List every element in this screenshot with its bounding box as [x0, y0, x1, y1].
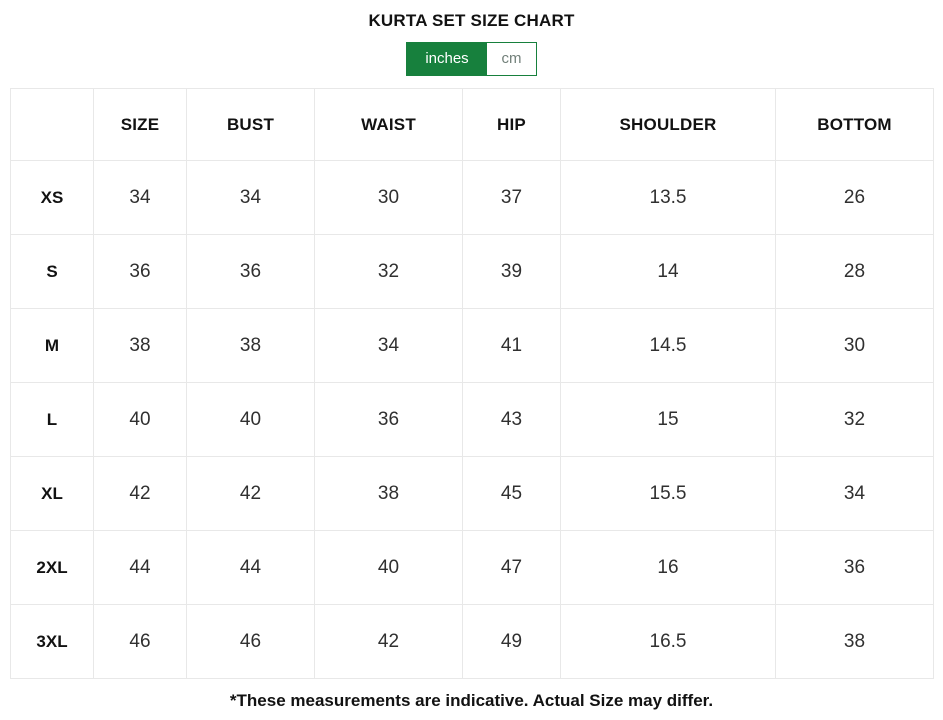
col-header-waist: WAIST [314, 88, 463, 161]
unit-inches-button[interactable]: inches [407, 43, 487, 75]
unit-toggle-wrapper: inches cm [0, 42, 943, 76]
size-label: 3XL [10, 604, 94, 679]
cell-bust: 38 [186, 308, 315, 383]
page-title: KURTA SET SIZE CHART [368, 11, 575, 30]
cell-bottom: 32 [775, 382, 934, 457]
cell-hip: 41 [462, 308, 561, 383]
cell-hip: 47 [462, 530, 561, 605]
col-header-bust: BUST [186, 88, 315, 161]
cell-size: 34 [93, 160, 187, 235]
cell-bottom: 28 [775, 234, 934, 309]
col-header-bottom: BOTTOM [775, 88, 934, 161]
cell-bottom: 34 [775, 456, 934, 531]
cell-hip: 43 [462, 382, 561, 457]
footnote: *These measurements are indicative. Actu… [229, 691, 714, 710]
table-row-3xl: 3XL 46 46 42 49 16.5 38 [10, 604, 934, 679]
cell-bust: 44 [186, 530, 315, 605]
unit-toggle: inches cm [406, 42, 537, 76]
cell-bust: 40 [186, 382, 315, 457]
col-header-hip: HIP [462, 88, 561, 161]
cell-size: 36 [93, 234, 187, 309]
size-label: XL [10, 456, 94, 531]
cell-waist: 30 [314, 160, 463, 235]
table-row-2xl: 2XL 44 44 40 47 16 36 [10, 530, 934, 605]
cell-waist: 42 [314, 604, 463, 679]
col-header-shoulder: SHOULDER [560, 88, 776, 161]
cell-size: 38 [93, 308, 187, 383]
cell-shoulder: 14 [560, 234, 776, 309]
cell-shoulder: 15.5 [560, 456, 776, 531]
cell-shoulder: 16.5 [560, 604, 776, 679]
cell-bust: 36 [186, 234, 315, 309]
size-label: M [10, 308, 94, 383]
cell-size: 44 [93, 530, 187, 605]
size-chart-table: SIZE BUST WAIST HIP SHOULDER BOTTOM XS 34 34 30 3… [10, 88, 934, 679]
cell-bust: 34 [186, 160, 315, 235]
table-header-row: SIZE BUST WAIST HIP SHOULDER BOTTOM [10, 88, 934, 161]
table-row-m: M 38 38 34 41 14.5 30 [10, 308, 934, 383]
cell-hip: 37 [462, 160, 561, 235]
table-row-xs: XS 34 34 30 37 13.5 26 [10, 160, 934, 235]
cell-waist: 36 [314, 382, 463, 457]
size-label: 2XL [10, 530, 94, 605]
cell-bust: 42 [186, 456, 315, 531]
size-label: L [10, 382, 94, 457]
cell-size: 40 [93, 382, 187, 457]
unit-cm-button[interactable]: cm [487, 43, 536, 75]
cell-shoulder: 16 [560, 530, 776, 605]
cell-bust: 46 [186, 604, 315, 679]
table-row-xl: XL 42 42 38 45 15.5 34 [10, 456, 934, 531]
cell-waist: 40 [314, 530, 463, 605]
col-header-size: SIZE [93, 88, 187, 161]
cell-hip: 49 [462, 604, 561, 679]
cell-shoulder: 15 [560, 382, 776, 457]
cell-shoulder: 13.5 [560, 160, 776, 235]
cell-size: 46 [93, 604, 187, 679]
cell-waist: 34 [314, 308, 463, 383]
cell-waist: 38 [314, 456, 463, 531]
col-header-blank [10, 88, 94, 161]
cell-bottom: 36 [775, 530, 934, 605]
table-row-s: S 36 36 32 39 14 28 [10, 234, 934, 309]
cell-hip: 39 [462, 234, 561, 309]
cell-size: 42 [93, 456, 187, 531]
cell-bottom: 30 [775, 308, 934, 383]
size-label: XS [10, 160, 94, 235]
cell-hip: 45 [462, 456, 561, 531]
cell-waist: 32 [314, 234, 463, 309]
cell-bottom: 38 [775, 604, 934, 679]
size-label: S [10, 234, 94, 309]
cell-shoulder: 14.5 [560, 308, 776, 383]
cell-bottom: 26 [775, 160, 934, 235]
table-row-l: L 40 40 36 43 15 32 [10, 382, 934, 457]
